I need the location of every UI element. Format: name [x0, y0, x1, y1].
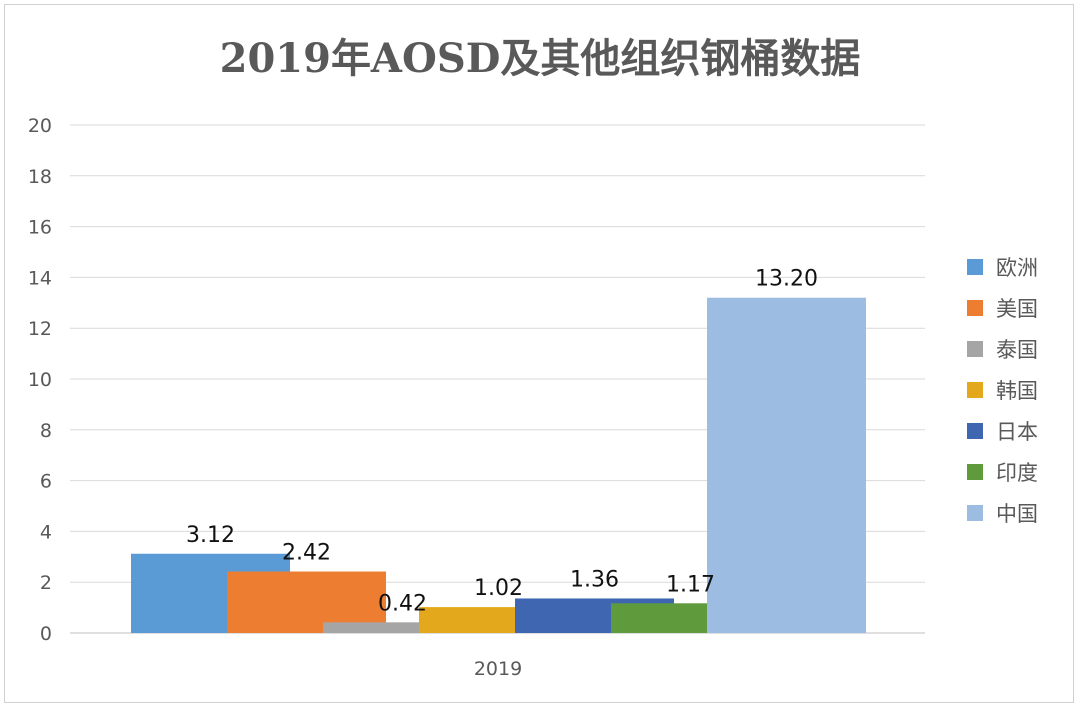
- data-label: 1.36: [570, 567, 619, 592]
- legend-swatch: [967, 423, 983, 439]
- legend-swatch: [967, 259, 983, 275]
- y-tick-label: 4: [40, 521, 52, 543]
- data-label: 0.42: [378, 591, 427, 616]
- data-label: 2.42: [282, 541, 331, 566]
- data-label: 13.20: [755, 267, 818, 292]
- legend-swatch: [967, 341, 983, 357]
- legend-label: 印度: [996, 461, 1038, 485]
- legend-item: 韩国: [967, 379, 1038, 403]
- legend-item: 印度: [967, 461, 1038, 485]
- legend-item: 中国: [967, 502, 1038, 526]
- legend-item: 美国: [967, 297, 1038, 321]
- bar-泰国: [323, 622, 482, 633]
- data-label: 1.17: [666, 572, 715, 597]
- data-label: 3.12: [186, 523, 235, 548]
- x-tick-label: 2019: [474, 658, 522, 680]
- y-tick-label: 12: [28, 318, 52, 340]
- legend-swatch: [967, 300, 983, 316]
- y-tick-label: 2: [40, 572, 52, 594]
- bar-中国: [707, 297, 866, 633]
- data-label: 1.02: [474, 576, 523, 601]
- legend-label: 美国: [996, 297, 1038, 321]
- y-tick-label: 10: [28, 369, 52, 391]
- y-tick-label: 16: [28, 217, 52, 239]
- legend-item: 泰国: [967, 338, 1038, 362]
- legend-label: 中国: [996, 502, 1038, 526]
- y-tick-label: 0: [40, 623, 52, 645]
- legend-swatch: [967, 505, 983, 521]
- legend-label: 韩国: [996, 379, 1038, 403]
- legend-item: 欧洲: [967, 256, 1038, 280]
- legend-swatch: [967, 464, 983, 480]
- legend-label: 日本: [996, 420, 1038, 444]
- y-tick-label: 6: [40, 471, 52, 493]
- y-tick-label: 20: [28, 115, 52, 137]
- chart-title: 2019年AOSD及其他组织钢桶数据: [220, 35, 861, 82]
- y-tick-label: 8: [40, 420, 52, 442]
- legend-label: 欧洲: [996, 256, 1038, 280]
- legend-label: 泰国: [996, 338, 1038, 362]
- legend-swatch: [967, 382, 983, 398]
- y-tick-label: 18: [28, 166, 52, 188]
- chart-frame: [4, 4, 1074, 703]
- y-tick-label: 14: [28, 267, 52, 289]
- legend-item: 日本: [967, 420, 1038, 444]
